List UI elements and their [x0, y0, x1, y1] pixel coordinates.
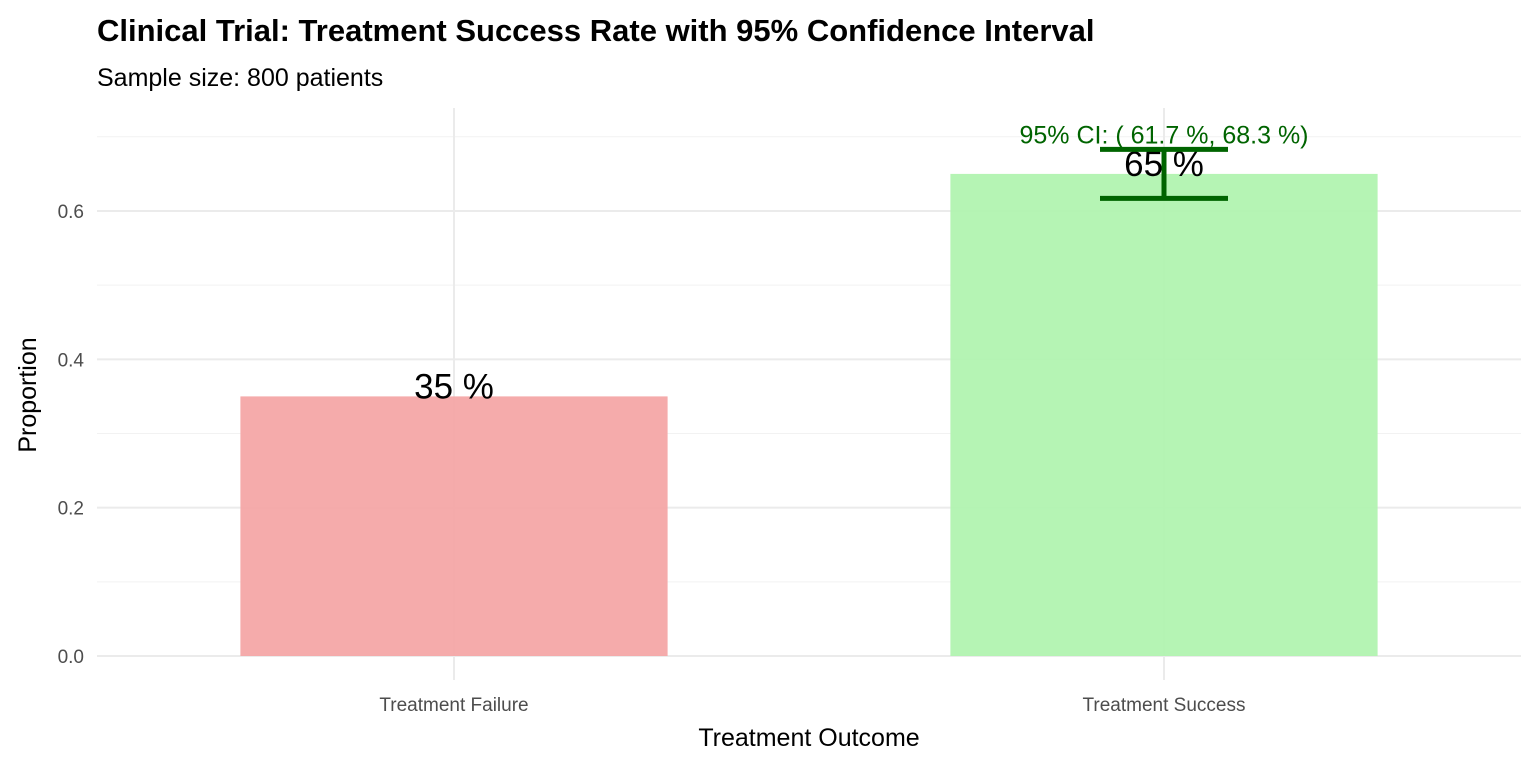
bars: [240, 173, 1378, 656]
x-axis-label: Treatment Outcome: [698, 724, 919, 752]
y-tick-label: 0.6: [58, 202, 84, 223]
data-labels: 35 %65 %95% CI: ( 61.7 %, 68.3 %): [414, 121, 1308, 406]
y-tick-label: 0.0: [58, 647, 84, 668]
x-tick-label: Treatment Failure: [379, 695, 528, 716]
bar: [950, 173, 1378, 656]
data-label: 35 %: [414, 367, 494, 406]
x-tick-label: Treatment Success: [1083, 695, 1246, 716]
chart-subtitle: Sample size: 800 patients: [97, 64, 383, 92]
chart-title: Clinical Trial: Treatment Success Rate w…: [97, 13, 1095, 48]
y-tick-label: 0.4: [58, 350, 85, 371]
axis-ticks: 0.0 0.2 0.4 0.6 Treatment Failure Treatment S…: [58, 202, 1246, 716]
ci-label: 95% CI: ( 61.7 %, 68.3 %): [1019, 121, 1308, 149]
y-axis-label: Proportion: [14, 337, 42, 452]
bar: [240, 396, 668, 656]
y-tick-label: 0.2: [58, 499, 84, 520]
